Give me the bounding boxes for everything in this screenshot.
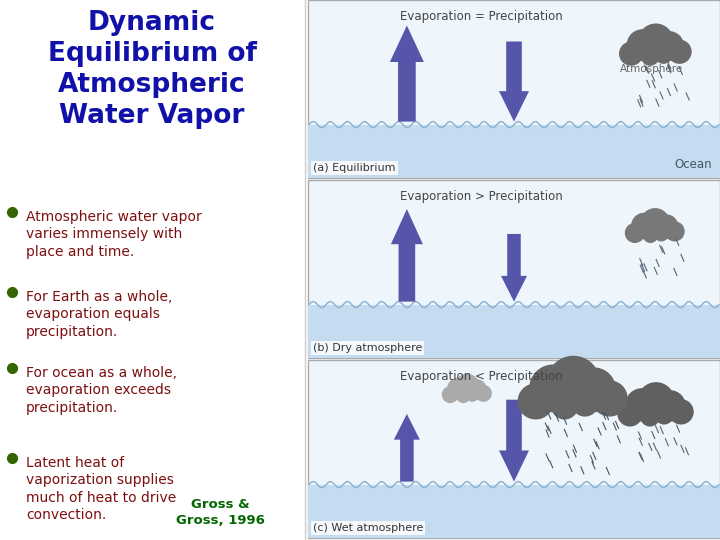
Circle shape <box>572 368 616 411</box>
Polygon shape <box>394 414 420 482</box>
Text: Evaporation < Precipitation: Evaporation < Precipitation <box>400 370 562 383</box>
Circle shape <box>665 222 684 241</box>
Bar <box>308 180 720 358</box>
Circle shape <box>448 379 469 399</box>
Bar <box>308 125 720 178</box>
Polygon shape <box>499 400 529 482</box>
Circle shape <box>518 384 553 419</box>
Polygon shape <box>391 209 423 302</box>
Circle shape <box>655 406 673 424</box>
Polygon shape <box>501 234 527 302</box>
Text: (b) Dry atmosphere: (b) Dry atmosphere <box>313 343 423 353</box>
Text: Evaporation = Precipitation: Evaporation = Precipitation <box>400 10 562 23</box>
Circle shape <box>547 356 600 409</box>
Text: For Earth as a whole,
evaporation equals
precipitation.: For Earth as a whole, evaporation equals… <box>26 290 172 339</box>
Bar <box>308 305 720 358</box>
Circle shape <box>467 380 486 399</box>
Circle shape <box>626 389 658 421</box>
Circle shape <box>638 383 674 419</box>
Text: Dynamic
Equilibrium of
Atmospheric
Water Vapor: Dynamic Equilibrium of Atmospheric Water… <box>48 10 256 129</box>
Circle shape <box>668 40 691 63</box>
Circle shape <box>618 402 642 426</box>
Text: Evaporation > Precipitation: Evaporation > Precipitation <box>400 190 562 203</box>
Circle shape <box>655 391 685 421</box>
Text: Atmospheric water vapor
varies immensely with
place and time.: Atmospheric water vapor varies immensely… <box>26 210 202 259</box>
Circle shape <box>626 224 644 242</box>
Circle shape <box>593 381 627 416</box>
Polygon shape <box>390 25 424 121</box>
Circle shape <box>620 42 642 65</box>
Polygon shape <box>499 42 529 122</box>
Circle shape <box>457 391 469 402</box>
Circle shape <box>669 400 693 424</box>
Circle shape <box>655 46 672 63</box>
Text: Latent heat of
vaporization supplies
much of heat to drive
convection.: Latent heat of vaporization supplies muc… <box>26 456 176 522</box>
Circle shape <box>552 393 577 419</box>
Circle shape <box>530 365 576 411</box>
Circle shape <box>654 215 678 239</box>
Text: For ocean as a whole,
evaporation exceeds
precipitation.: For ocean as a whole, evaporation exceed… <box>26 366 177 415</box>
Circle shape <box>443 387 458 402</box>
Circle shape <box>467 389 478 401</box>
Text: Ocean: Ocean <box>675 158 712 171</box>
Circle shape <box>641 209 669 237</box>
Circle shape <box>627 30 658 60</box>
Circle shape <box>655 32 683 60</box>
Circle shape <box>641 408 659 426</box>
Text: (a) Equilibrium: (a) Equilibrium <box>313 163 395 173</box>
Circle shape <box>476 386 491 401</box>
Bar <box>308 360 720 538</box>
Circle shape <box>572 390 598 416</box>
Circle shape <box>644 228 657 242</box>
Text: (c) Wet atmosphere: (c) Wet atmosphere <box>313 523 423 533</box>
Circle shape <box>456 375 479 398</box>
Circle shape <box>642 48 659 65</box>
Bar <box>308 484 720 538</box>
Circle shape <box>639 24 673 58</box>
Bar <box>308 0 720 178</box>
Text: Atmosphere: Atmosphere <box>621 64 684 74</box>
Circle shape <box>631 213 657 239</box>
Text: Gross &
Gross, 1996: Gross & Gross, 1996 <box>176 497 264 526</box>
Circle shape <box>654 227 668 241</box>
